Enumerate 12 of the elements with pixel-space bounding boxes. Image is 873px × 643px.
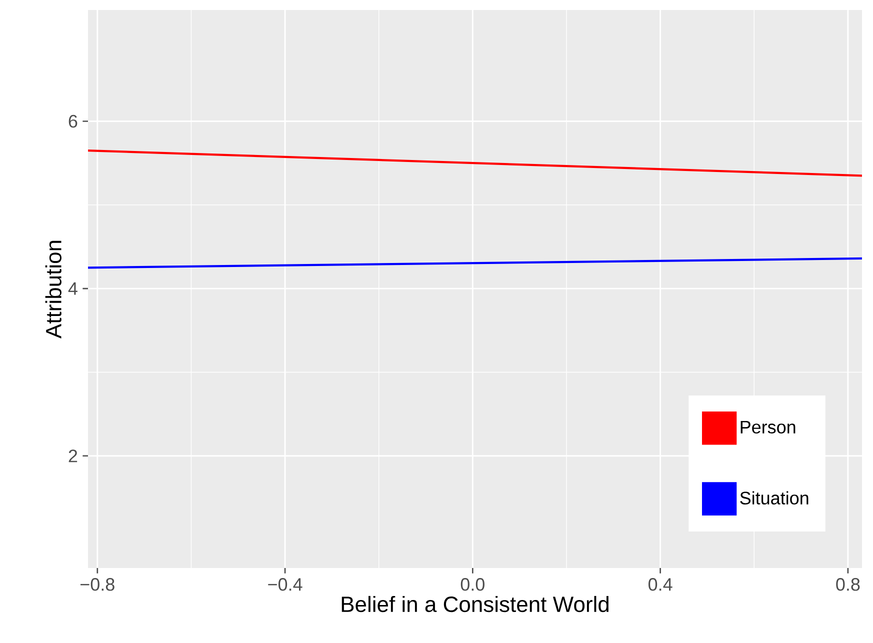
x-tick-label: 0.8 xyxy=(836,578,860,591)
y-tick-label: 4 xyxy=(68,282,78,295)
legend-label: Person xyxy=(740,420,796,434)
x-tick-label: −0.4 xyxy=(268,578,302,591)
x-axis-title: Belief in a Consistent World xyxy=(342,596,608,612)
y-tick-label: 2 xyxy=(68,450,78,462)
legend-label: Situation xyxy=(740,491,808,504)
x-tick-label: 0.0 xyxy=(460,578,484,591)
y-axis-title: Attribution xyxy=(45,240,62,338)
x-tick-label: −0.8 xyxy=(80,578,114,591)
x-tick-label: 0.4 xyxy=(648,578,672,591)
y-tick-label: 6 xyxy=(68,114,78,128)
